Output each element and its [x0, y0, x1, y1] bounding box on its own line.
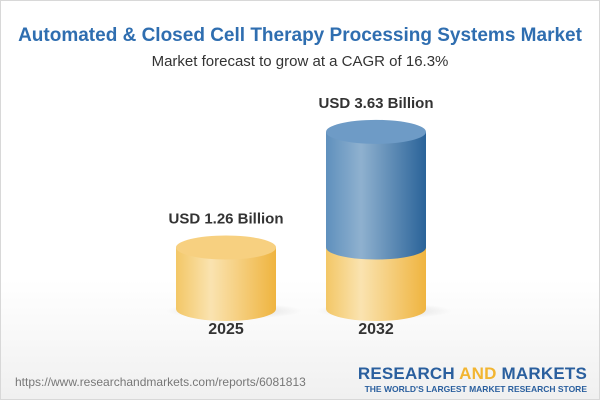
cylinder-top: [176, 235, 276, 260]
cylinder-base-segment: [326, 247, 426, 321]
cylinder-chart: USD 1.26 Billion 2025 USD 3.63 Billion 2032: [166, 95, 452, 338]
category-label: 2032: [358, 321, 394, 338]
source-url[interactable]: https://www.researchandmarkets.com/repor…: [15, 375, 306, 389]
data-label: USD 1.26 Billion: [168, 211, 283, 228]
category-label: 2025: [208, 321, 244, 338]
data-label: USD 3.63 Billion: [318, 95, 433, 112]
cylinder-base-segment: [176, 247, 276, 321]
cylinder-growth-segment: [326, 131, 426, 260]
research-and-markets-logo: RESEARCH AND MARKETS THE WORLD'S LARGEST…: [357, 364, 587, 395]
logo-tagline: THE WORLD'S LARGEST MARKET RESEARCH STOR…: [364, 384, 587, 394]
chart-title: Automated & Closed Cell Therapy Processi…: [18, 25, 582, 46]
cylinder-top: [326, 119, 426, 144]
chart-subtitle: Market forecast to grow at a CAGR of 16.…: [151, 53, 449, 70]
